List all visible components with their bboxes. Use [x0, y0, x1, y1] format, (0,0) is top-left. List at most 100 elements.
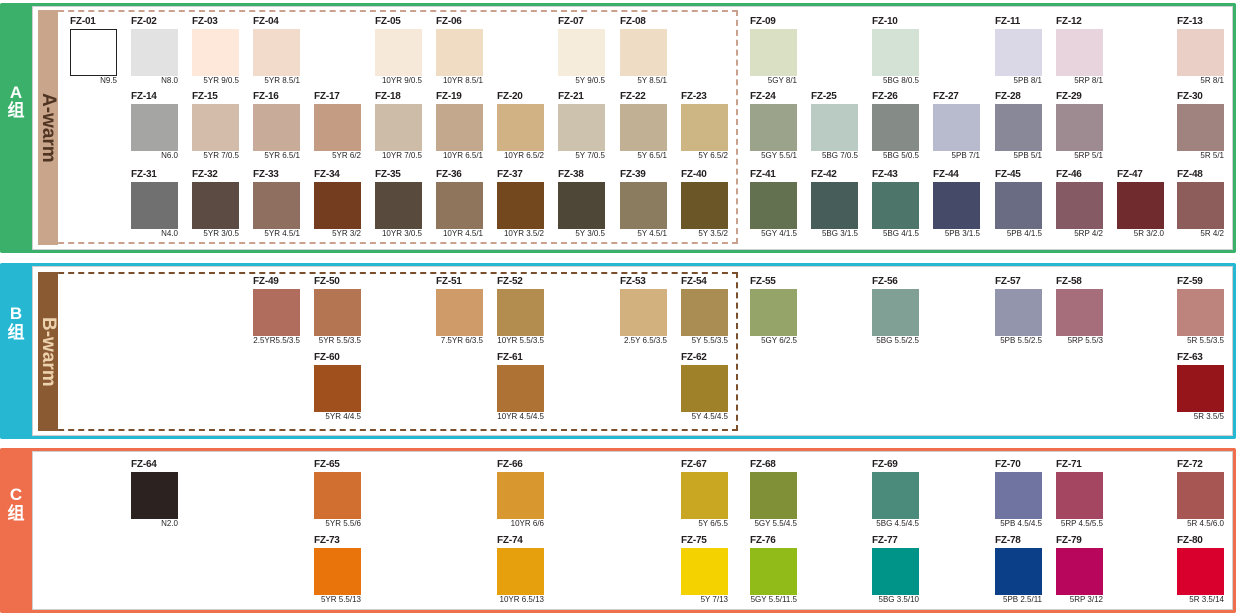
swatch-card-fz-66: FZ-66 10YR 6/6: [497, 459, 544, 529]
swatch-munsell-code: 5RP 4.5/5.5: [1060, 519, 1103, 528]
group-c-char: 组: [7, 504, 25, 523]
color-swatch: [436, 104, 483, 151]
swatch-munsell-code: 5YR 4/4.5: [325, 412, 361, 421]
swatch-id: FZ-72: [1177, 459, 1203, 470]
swatch-munsell-code: 5RP 8/1: [1074, 76, 1103, 85]
swatch-munsell-code: 5Y 6/5.5: [698, 519, 728, 528]
swatch-card-fz-27: FZ-27 5PB 7/1: [933, 91, 980, 161]
swatch-munsell-code: 5R 3.5/5: [1193, 412, 1224, 421]
swatch-card-fz-06: FZ-06 10YR 8.5/1: [436, 16, 483, 86]
swatch-munsell-code: 5R 3.5/14: [1189, 595, 1224, 604]
swatch-munsell-code: 5BG 4.5/4.5: [876, 519, 919, 528]
color-swatch: [497, 182, 544, 229]
swatch-id: FZ-50: [314, 276, 340, 287]
swatch-id: FZ-15: [192, 91, 218, 102]
swatch-munsell-code: 10YR 4.5/4.5: [497, 412, 544, 421]
color-swatch: [1056, 29, 1103, 76]
color-swatch: [811, 104, 858, 151]
color-swatch: [1056, 182, 1103, 229]
swatch-id: FZ-55: [750, 276, 776, 287]
color-swatch: [192, 182, 239, 229]
swatch-card-fz-49: FZ-49 2.5YR5.5/3.5: [253, 276, 300, 346]
swatch-card-fz-02: FZ-02 N8.0: [131, 16, 178, 86]
swatch-id: FZ-30: [1177, 91, 1203, 102]
swatch-munsell-code: 5PB 5.5/2.5: [1000, 336, 1042, 345]
color-swatch: [558, 182, 605, 229]
swatch-munsell-code: 5R 5/1: [1200, 151, 1224, 160]
color-swatch: [1177, 289, 1224, 336]
swatch-munsell-code: 5YR 9/0.5: [203, 76, 239, 85]
swatch-id: FZ-07: [558, 16, 584, 27]
swatch-card-fz-80: FZ-80 5R 3.5/14: [1177, 535, 1224, 605]
swatch-card-fz-63: FZ-63 5R 3.5/5: [1177, 352, 1224, 422]
swatch-card-fz-05: FZ-05 10YR 9/0.5: [375, 16, 422, 86]
swatch-card-fz-48: FZ-48 5R 4/2: [1177, 169, 1224, 239]
swatch-id: FZ-27: [933, 91, 959, 102]
swatch-id: FZ-18: [375, 91, 401, 102]
swatch-id: FZ-33: [253, 169, 279, 180]
swatch-id: FZ-23: [681, 91, 707, 102]
color-swatch: [995, 548, 1042, 595]
swatch-munsell-code: 5YR 6.5/1: [264, 151, 300, 160]
swatch-munsell-code: 5Y 7/13: [700, 595, 728, 604]
swatch-id: FZ-06: [436, 16, 462, 27]
swatch-id: FZ-05: [375, 16, 401, 27]
group-c-panel: C 组: [0, 448, 1236, 613]
swatch-card-fz-37: FZ-37 10YR 3.5/2: [497, 169, 544, 239]
color-swatch: [192, 104, 239, 151]
swatch-munsell-code: 10YR 5.5/3.5: [497, 336, 544, 345]
swatch-munsell-code: 5YR 5.5/3.5: [318, 336, 361, 345]
swatch-card-fz-30: FZ-30 5R 5/1: [1177, 91, 1224, 161]
swatch-id: FZ-37: [497, 169, 523, 180]
swatch-id: FZ-75: [681, 535, 707, 546]
swatch-munsell-code: 7.5YR 6/3.5: [440, 336, 483, 345]
color-swatch: [681, 182, 728, 229]
swatch-id: FZ-65: [314, 459, 340, 470]
swatch-id: FZ-04: [253, 16, 279, 27]
swatch-card-fz-60: FZ-60 5YR 4/4.5: [314, 352, 361, 422]
swatch-id: FZ-21: [558, 91, 584, 102]
swatch-card-fz-26: FZ-26 5BG 5/0.5: [872, 91, 919, 161]
color-swatch: [253, 289, 300, 336]
swatch-munsell-code: 5YR 8.5/1: [264, 76, 300, 85]
swatch-card-fz-29: FZ-29 5RP 5/1: [1056, 91, 1103, 161]
swatch-munsell-code: 5R 4.5/6.0: [1187, 519, 1224, 528]
swatch-id: FZ-29: [1056, 91, 1082, 102]
swatch-card-fz-45: FZ-45 5PB 4/1.5: [995, 169, 1042, 239]
swatch-id: FZ-43: [872, 169, 898, 180]
swatch-munsell-code: 5PB 5/1: [1013, 151, 1042, 160]
swatch-munsell-code: 10YR 3.5/2: [503, 229, 544, 238]
swatch-id: FZ-70: [995, 459, 1021, 470]
swatch-card-fz-14: FZ-14 N6.0: [131, 91, 178, 161]
swatch-card-fz-75: FZ-75 5Y 7/13: [681, 535, 728, 605]
swatch-card-fz-44: FZ-44 5PB 3/1.5: [933, 169, 980, 239]
swatch-id: FZ-58: [1056, 276, 1082, 287]
swatch-id: FZ-59: [1177, 276, 1203, 287]
swatch-id: FZ-41: [750, 169, 776, 180]
swatch-id: FZ-31: [131, 169, 157, 180]
color-swatch: [995, 472, 1042, 519]
color-swatch: [872, 182, 919, 229]
swatch-munsell-code: 5PB 7/1: [951, 151, 980, 160]
color-swatch: [253, 29, 300, 76]
color-swatch: [933, 182, 980, 229]
swatch-card-fz-72: FZ-72 5R 4.5/6.0: [1177, 459, 1224, 529]
color-swatch: [70, 29, 117, 76]
color-swatch: [620, 29, 667, 76]
swatch-munsell-code: 5BG 7/0.5: [821, 151, 858, 160]
color-swatch: [1056, 548, 1103, 595]
swatch-id: FZ-46: [1056, 169, 1082, 180]
color-swatch: [872, 472, 919, 519]
swatch-munsell-code: 5GY 6/2.5: [761, 336, 797, 345]
swatch-card-fz-61: FZ-61 10YR 4.5/4.5: [497, 352, 544, 422]
color-swatch: [620, 104, 667, 151]
color-swatch: [131, 29, 178, 76]
swatch-munsell-code: 5Y 3/0.5: [575, 229, 605, 238]
swatch-card-fz-33: FZ-33 5YR 4.5/1: [253, 169, 300, 239]
swatch-munsell-code: 5PB 4/1.5: [1006, 229, 1042, 238]
group-b-char: 组: [7, 323, 25, 342]
swatch-id: FZ-52: [497, 276, 523, 287]
swatch-munsell-code: N6.0: [161, 151, 178, 160]
swatch-card-fz-41: FZ-41 5GY 4/1.5: [750, 169, 797, 239]
swatch-card-fz-52: FZ-52 10YR 5.5/3.5: [497, 276, 544, 346]
